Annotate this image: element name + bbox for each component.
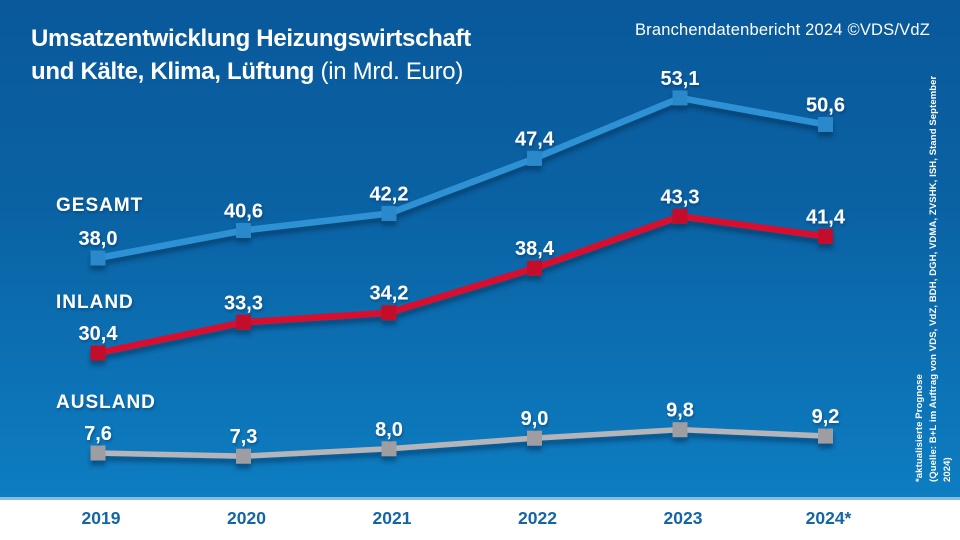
- data-point-marker: [672, 422, 688, 438]
- data-point-marker: [236, 448, 251, 464]
- value-label: 50,6: [806, 94, 845, 116]
- data-point-marker: [527, 260, 542, 276]
- data-point-marker: [527, 150, 542, 166]
- year-label: 2024*: [806, 508, 852, 528]
- value-label: 33,3: [224, 292, 263, 314]
- data-point-marker: [236, 222, 251, 238]
- data-point-marker: [381, 305, 397, 321]
- value-label: 38,4: [515, 238, 555, 260]
- value-label: 9,2: [812, 406, 840, 428]
- data-point-marker: [527, 430, 542, 446]
- x-axis-band: [0, 497, 960, 540]
- data-point-marker: [818, 228, 833, 244]
- series-line-ausland: [95, 426, 829, 459]
- year-label: 2022: [518, 508, 557, 528]
- year-label: 2021: [373, 508, 412, 528]
- series-label-inland: INLAND: [56, 292, 134, 313]
- year-label: 2020: [227, 508, 266, 528]
- series-line-gesamt: [94, 94, 829, 262]
- series-ausland: [90, 422, 833, 464]
- value-labels-ausland: 7,6 7,3 8,0 9,0 9,8 9,2: [84, 400, 839, 449]
- chart-title-line1: Umsatzentwicklung Heizungswirtschaft: [31, 25, 471, 52]
- value-label: 42,2: [370, 183, 409, 205]
- value-label: 40,6: [224, 200, 263, 222]
- value-label: 9,0: [521, 408, 549, 430]
- year-label: 2023: [664, 508, 703, 528]
- value-label: 43,3: [661, 186, 700, 208]
- data-point-marker: [381, 441, 397, 457]
- value-label: 9,8: [666, 400, 694, 422]
- value-label: 7,3: [230, 426, 258, 448]
- data-point-marker: [818, 428, 833, 444]
- value-label: 8,0: [375, 419, 403, 441]
- data-point-marker: [672, 208, 688, 224]
- series-inland: [90, 208, 833, 361]
- chart-title-unit: (in Mrd. Euro): [320, 58, 464, 85]
- value-label: 7,6: [84, 423, 112, 445]
- value-labels-gesamt: 38,0 40,6 42,2 47,4 53,1 50,6: [79, 68, 845, 250]
- value-label: 30,4: [79, 323, 119, 345]
- value-labels-inland: 30,4 33,3 34,2 38,4 43,3 41,4: [79, 186, 846, 345]
- year-label: 2019: [82, 508, 121, 528]
- chart-title-line2: und Kälte, Klima, Lüftung: [31, 58, 315, 85]
- report-credit: Branchendatenbericht 2024 ©VDS/VdZ: [634, 21, 930, 39]
- data-point-marker: [90, 250, 106, 266]
- data-point-marker: [90, 445, 106, 461]
- series-line-inland: [94, 213, 829, 357]
- value-label: 34,2: [370, 283, 409, 305]
- data-point-marker: [818, 116, 833, 132]
- series-gesamt: [90, 90, 833, 266]
- data-point-marker: [381, 205, 397, 221]
- data-point-marker: [90, 345, 106, 361]
- value-label: 53,1: [661, 68, 700, 90]
- series-label-gesamt: GESAMT: [56, 195, 143, 216]
- chart-title: Umsatzentwicklung Heizungswirtschaft und…: [31, 22, 471, 88]
- data-point-marker: [672, 90, 688, 106]
- series-label-ausland: AUSLAND: [56, 392, 156, 413]
- data-point-marker: [236, 314, 251, 330]
- value-label: 41,4: [806, 206, 846, 228]
- value-label: 38,0: [79, 228, 118, 250]
- value-label: 47,4: [515, 128, 555, 150]
